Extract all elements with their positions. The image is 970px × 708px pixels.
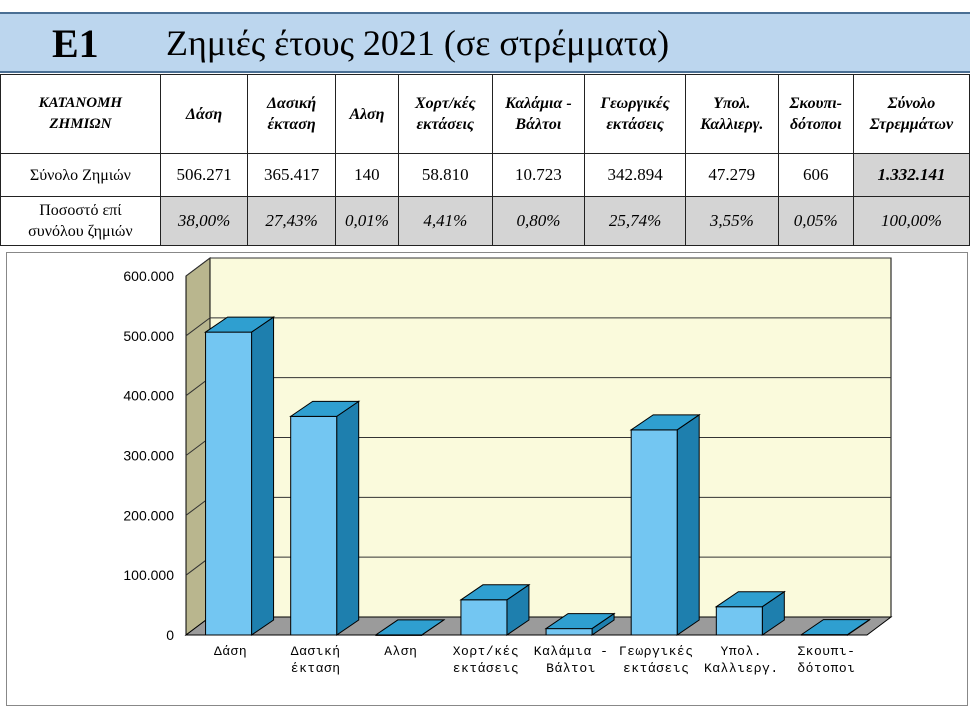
bar	[290, 415, 338, 636]
table-cell: 3,55%	[684, 196, 779, 246]
table-cell: 4,41%	[397, 196, 493, 246]
table-cell: 140	[334, 153, 399, 197]
x-tick-label: Χορτ/κές	[453, 644, 519, 659]
y-tick-label: 400.000	[123, 388, 174, 404]
title-banner: E1 Ζημιές έτους 2021 (σε στρέμματα)	[0, 12, 970, 73]
bar	[715, 606, 763, 636]
x-tick-label: Γεωργικές	[619, 644, 694, 659]
table-cell: 506.271	[159, 153, 249, 197]
table-header: Σκουπι-δότοποι	[777, 74, 854, 154]
table-header: ΚΑΤΑΝΟΜΗ ΖΗΜΙΩΝ	[0, 74, 161, 154]
chart-panel: 0 100.000 200.000 300.000 400.000 500.000 600.…	[6, 252, 968, 706]
bar-side	[676, 413, 700, 636]
x-tick-label: Δάση	[214, 644, 247, 659]
x-tick-label: Υπολ.	[721, 644, 763, 659]
table-cell: 0,05%	[777, 196, 854, 246]
table-row: Ποσοστό επί συνόλου ζημιών 38,00% 27,43% …	[0, 196, 970, 246]
x-tick-label: έκταση	[291, 661, 341, 676]
section-code: E1	[52, 21, 99, 66]
x-tick-label: Καλάμια -	[534, 644, 609, 659]
gridline	[185, 317, 891, 337]
bar-top	[629, 414, 701, 431]
table-cell: 342.894	[584, 153, 686, 197]
bar	[205, 331, 253, 636]
table-row: Σύνολο Ζημιών 506.271 365.417 140 58.810…	[0, 153, 970, 197]
table-cell-total: 1.332.141	[852, 153, 970, 197]
x-tick-label: Αλση	[384, 644, 417, 659]
bar-side	[251, 316, 275, 636]
row-label: Σύνολο Ζημιών	[0, 153, 161, 197]
bar-top	[714, 591, 786, 608]
bar-top	[799, 619, 872, 636]
y-tick-label: 500.000	[123, 328, 174, 344]
table-cell: 38,00%	[159, 196, 249, 246]
table-cell: 365.417	[247, 153, 336, 197]
bar-top	[374, 619, 446, 636]
x-tick-label: δότοποι	[797, 661, 855, 676]
page-title: Ζημιές έτους 2021 (σε στρέμματα)	[166, 23, 670, 63]
table-header: Γεωργικές εκτάσεις	[584, 74, 686, 154]
bar-top	[203, 316, 276, 333]
bar-top	[544, 613, 616, 630]
y-tick-label: 200.000	[123, 507, 174, 523]
table-cell: 606	[777, 153, 854, 197]
table-cell: 10.723	[491, 153, 586, 197]
x-tick-label: εκτάσεις	[453, 661, 519, 676]
damage-table: ΚΑΤΑΝΟΜΗ ΖΗΜΙΩΝ Δάση Δασική έκταση Αλση Χο…	[0, 74, 970, 246]
table-cell: 0,01%	[334, 196, 399, 246]
x-tick-label: Καλλιεργ.	[704, 661, 779, 676]
bar	[630, 429, 678, 636]
table-cell: 47.279	[684, 153, 779, 197]
table-cell-total: 100,00%	[852, 196, 970, 246]
table-cell: 27,43%	[247, 196, 336, 246]
x-tick-label: εκτάσεις	[623, 661, 689, 676]
y-tick-label: 600.000	[123, 268, 174, 284]
table-header-row: ΚΑΤΑΝΟΜΗ ΖΗΜΙΩΝ Δάση Δασική έκταση Αλση Χο…	[0, 74, 970, 154]
y-tick-label: 100.000	[123, 567, 174, 583]
gridline	[185, 257, 891, 277]
x-tick-label: Βάλτοι	[546, 661, 596, 676]
x-tick-label: Σκουπι-	[797, 644, 855, 659]
bar-top	[459, 584, 531, 601]
table-header: Καλάμια - Βάλτοι	[491, 74, 586, 154]
bar-chart: 0 100.000 200.000 300.000 400.000 500.000 600.…	[123, 257, 893, 676]
y-tick-label: 0	[166, 627, 174, 643]
table-header: Αλση	[334, 74, 399, 154]
table-header: Δάση	[159, 74, 249, 154]
table-header: Χορτ/κές εκτάσεις	[397, 74, 493, 154]
bar-top	[289, 400, 361, 417]
table-cell: 25,74%	[584, 196, 686, 246]
table-header: Σύνολο Στρεμμάτων	[852, 74, 970, 154]
row-label: Ποσοστό επί συνόλου ζημιών	[0, 196, 161, 246]
table-header: Δασική έκταση	[247, 74, 336, 154]
x-tick-label: Δασική	[291, 644, 341, 659]
y-tick-label: 300.000	[123, 448, 174, 464]
table-cell: 58.810	[397, 153, 493, 197]
bar	[545, 628, 593, 636]
table-cell: 0,80%	[491, 196, 586, 246]
bar	[460, 599, 508, 636]
bar-side	[336, 400, 360, 636]
table-header: Υπολ. Καλλιεργ.	[684, 74, 779, 154]
